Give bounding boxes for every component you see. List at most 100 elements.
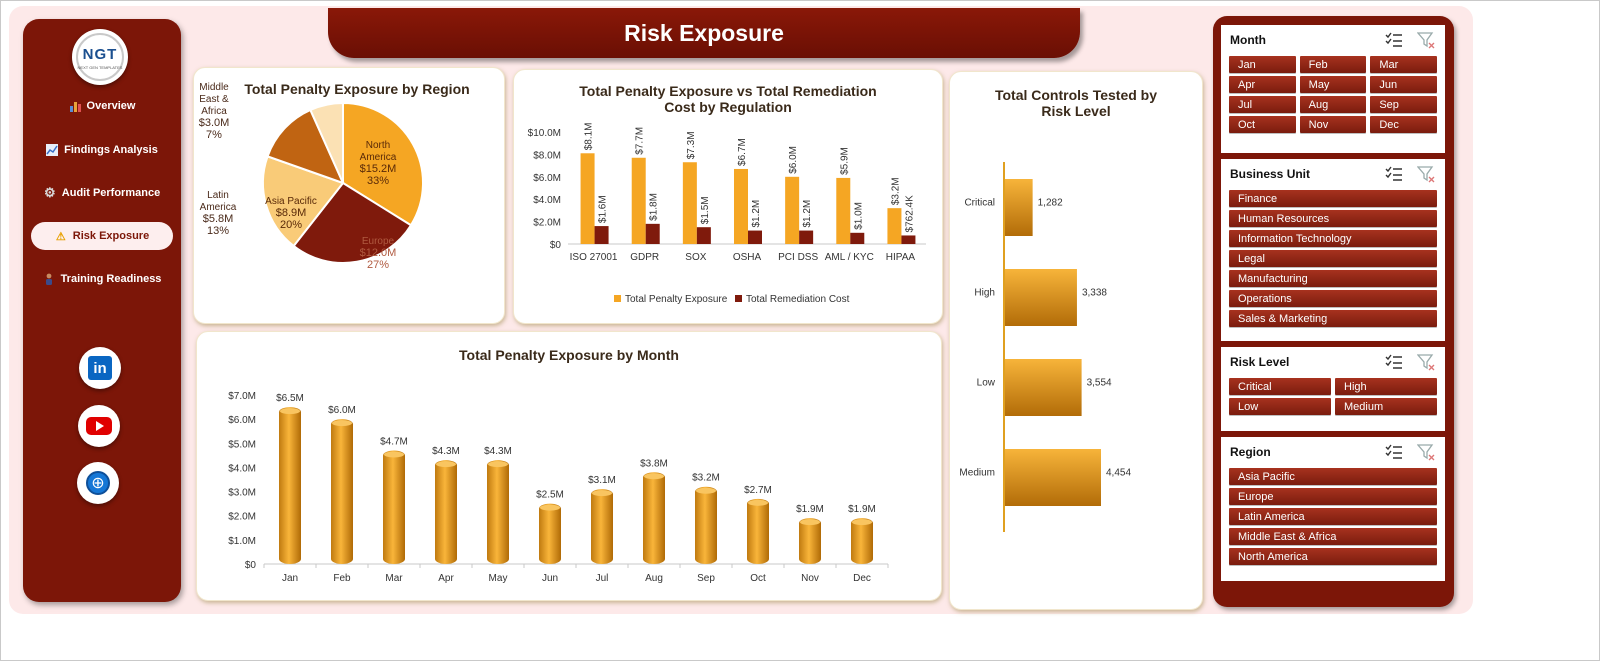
bar-label-penalty: $6.7M bbox=[737, 138, 748, 166]
month-bar-chart: $0 $1.0M $2.0M $3.0M $4.0M $5.0M $6.0M $7.0M $6.… bbox=[228, 391, 889, 584]
slicer-item[interactable]: Critical bbox=[1229, 378, 1331, 395]
bar-penalty bbox=[580, 153, 595, 244]
multi-select-icon[interactable] bbox=[1385, 353, 1403, 376]
bar-remediation bbox=[748, 230, 762, 244]
x-tick-label: Aug bbox=[645, 573, 663, 584]
y-tick-label: $2.0M bbox=[228, 512, 256, 523]
month-bar-cap bbox=[748, 499, 768, 506]
bar-value-label: $3.1M bbox=[588, 475, 616, 486]
slicer-item[interactable]: Dec bbox=[1370, 116, 1437, 133]
pie-data-label: Europe $12.0M 27% bbox=[360, 236, 397, 271]
slicer-panel: Month Jan Feb Mar Apr May Jun Jul Aug Sep Oct Nov De… bbox=[1213, 16, 1454, 607]
clear-filter-icon[interactable] bbox=[1416, 353, 1435, 376]
slicer-item[interactable]: Nov bbox=[1299, 116, 1367, 133]
x-tick-label: SOX bbox=[685, 252, 706, 263]
slicer-title: Region bbox=[1230, 445, 1271, 459]
slicer-item[interactable]: Information Technology bbox=[1229, 230, 1437, 247]
slicer-item[interactable]: Mar bbox=[1370, 56, 1437, 73]
pie-data-label: North America $15.2M 33% bbox=[360, 140, 397, 187]
x-tick-label: HIPAA bbox=[886, 252, 916, 263]
bar-remediation bbox=[696, 227, 711, 244]
y-tick-label: $0 bbox=[550, 240, 562, 251]
slicer-item[interactable]: Low bbox=[1229, 398, 1331, 415]
month-bar bbox=[747, 498, 769, 564]
slicer-item[interactable]: Oct bbox=[1229, 116, 1296, 133]
slicer-item[interactable]: Sales & Marketing bbox=[1229, 310, 1437, 327]
slicer-item[interactable]: May bbox=[1299, 76, 1367, 93]
region-chart-title: Total Penalty Exposure by Region bbox=[244, 81, 470, 97]
bar-remediation bbox=[901, 235, 916, 244]
regulation-bar-card: Total Penalty Exposure vs Total Remediat… bbox=[513, 69, 943, 324]
slicer-item[interactable]: Middle East & Africa bbox=[1229, 528, 1437, 545]
nav-item-overview[interactable]: Overview bbox=[31, 92, 173, 120]
bar-remediation bbox=[645, 223, 660, 244]
slicer-item[interactable]: North America bbox=[1229, 548, 1437, 565]
slicer-item[interactable]: Jul bbox=[1229, 96, 1296, 113]
y-tick-label: $6.0M bbox=[533, 173, 561, 184]
bar-label-remediation: $1.8M bbox=[649, 193, 660, 221]
category-label: High bbox=[974, 288, 995, 299]
bar-value-label: $3.2M bbox=[692, 473, 720, 484]
nav-item-risk-exposure[interactable]: ⚠ Risk Exposure bbox=[31, 222, 173, 250]
multi-select-icon[interactable] bbox=[1385, 31, 1403, 54]
clear-filter-icon[interactable] bbox=[1416, 31, 1435, 54]
slicer-title: Business Unit bbox=[1230, 167, 1311, 181]
slicer-tools bbox=[1385, 443, 1435, 466]
nav-item-findings-analysis[interactable]: Findings Analysis bbox=[31, 136, 173, 164]
slicer-item[interactable]: Aug bbox=[1299, 96, 1367, 113]
slicer-tools bbox=[1385, 353, 1435, 376]
linkedin-button[interactable]: in bbox=[79, 347, 121, 389]
slicer-item[interactable]: Operations bbox=[1229, 290, 1437, 307]
y-tick-label: $8.0M bbox=[533, 150, 561, 161]
line-chart-icon bbox=[46, 144, 59, 156]
slicer-item[interactable]: Feb bbox=[1299, 56, 1367, 73]
month-bar bbox=[591, 489, 613, 564]
slicer-item[interactable]: Finance bbox=[1229, 190, 1437, 207]
slicer-item[interactable]: Medium bbox=[1335, 398, 1437, 415]
nav-item-training-readiness[interactable]: Training Readiness bbox=[31, 265, 173, 293]
pie-data-label: Middle East & Africa $3.0M 7% bbox=[199, 82, 230, 141]
slicer-item[interactable]: Manufacturing bbox=[1229, 270, 1437, 287]
x-tick-label: Mar bbox=[385, 573, 403, 584]
clear-filter-icon[interactable] bbox=[1416, 165, 1435, 188]
month-bar-cap bbox=[644, 473, 664, 480]
slicer-item[interactable]: High bbox=[1335, 378, 1437, 395]
left-nav: NGT NEXT GEN TEMPLATES Overview Findings… bbox=[23, 19, 181, 602]
website-button[interactable]: ⊕ bbox=[77, 462, 119, 504]
clear-filter-icon[interactable] bbox=[1416, 443, 1435, 466]
slicer-item[interactable]: Sep bbox=[1370, 96, 1437, 113]
bar-value-label: $4.3M bbox=[484, 446, 512, 457]
regulation-bar-chart: $0 $2.0M $4.0M $6.0M $8.0M $10.0M $8.1M $1.6M IS… bbox=[528, 122, 926, 305]
nav-label: Overview bbox=[86, 100, 136, 112]
slicer-item[interactable]: Apr bbox=[1229, 76, 1296, 93]
legend-label-penalty: Total Penalty Exposure bbox=[625, 294, 728, 305]
slicer-risk-level: Risk Level Critical High Low Medium bbox=[1221, 347, 1445, 431]
bar-label-remediation: $1.2M bbox=[802, 200, 813, 228]
logo-tagline: NEXT GEN TEMPLATES bbox=[77, 65, 123, 70]
slicer-item[interactable]: Legal bbox=[1229, 250, 1437, 267]
multi-select-icon[interactable] bbox=[1385, 165, 1403, 188]
slicer-item[interactable]: Latin America bbox=[1229, 508, 1437, 525]
slicer-region: Region Asia Pacific Europe Latin America Mid… bbox=[1221, 437, 1445, 581]
pie-slice bbox=[292, 181, 413, 264]
y-tick-label: $4.0M bbox=[533, 195, 561, 206]
youtube-button[interactable] bbox=[78, 405, 120, 447]
region-pie-card: Total Penalty Exposure by Region North Am… bbox=[193, 67, 505, 324]
slicer-item[interactable]: Asia Pacific bbox=[1229, 468, 1437, 485]
month-bar-cap bbox=[436, 461, 456, 468]
x-tick-label: OSHA bbox=[733, 252, 762, 263]
person-icon bbox=[43, 273, 55, 285]
multi-select-icon[interactable] bbox=[1385, 443, 1403, 466]
slicer-item[interactable]: Europe bbox=[1229, 488, 1437, 505]
month-bar-cap bbox=[384, 451, 404, 458]
bar-remediation bbox=[594, 226, 609, 244]
month-bar bbox=[799, 518, 821, 564]
category-label: Critical bbox=[964, 198, 995, 209]
legend-swatch-penalty bbox=[614, 295, 621, 302]
bar-label-penalty: $5.9M bbox=[839, 147, 850, 175]
nav-item-audit-performance[interactable]: ⚙ Audit Performance bbox=[31, 179, 173, 207]
slicer-item[interactable]: Jun bbox=[1370, 76, 1437, 93]
y-tick-label: $3.0M bbox=[228, 488, 256, 499]
slicer-item[interactable]: Jan bbox=[1229, 56, 1296, 73]
slicer-item[interactable]: Human Resources bbox=[1229, 210, 1437, 227]
